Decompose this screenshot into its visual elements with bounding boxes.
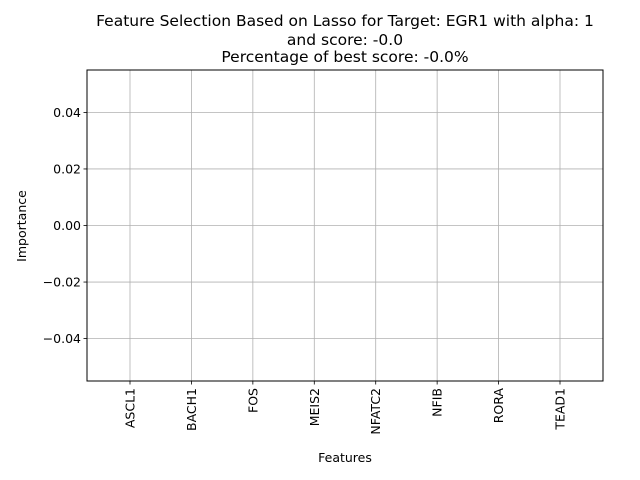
y-tick-label: 0.00 [53, 218, 81, 233]
x-tick-label: MEIS2 [307, 388, 322, 426]
x-tick-label: BACH1 [184, 388, 199, 431]
x-axis-label: Features [318, 450, 372, 465]
y-axis-label: Importance [14, 190, 29, 262]
x-axis-ticks: ASCL1 BACH1 FOS MEIS2 NFATC2 NFIB RORA TEAD1 [123, 381, 568, 435]
chart-title-line-3: Percentage of best score: -0.0% [221, 48, 468, 66]
chart-title-line-2: and score: -0.0 [287, 31, 403, 49]
x-tick-label: RORA [491, 388, 506, 424]
x-tick-label: ASCL1 [123, 388, 138, 428]
chart-title-line-1: Feature Selection Based on Lasso for Tar… [96, 12, 594, 30]
x-tick-label: TEAD1 [553, 388, 568, 431]
y-tick-label: −0.04 [43, 331, 81, 346]
grid-layer [87, 70, 603, 381]
y-tick-label: −0.02 [43, 275, 81, 290]
y-tick-label: 0.02 [53, 161, 81, 176]
x-tick-label: NFATC2 [368, 388, 383, 435]
chart-title: Feature Selection Based on Lasso for Tar… [96, 12, 594, 66]
y-tick-label: 0.04 [53, 105, 81, 120]
x-tick-label: NFIB [430, 388, 445, 417]
x-tick-label: FOS [245, 388, 260, 413]
y-axis-ticks: −0.04 −0.02 0.00 0.02 0.04 [43, 105, 87, 346]
